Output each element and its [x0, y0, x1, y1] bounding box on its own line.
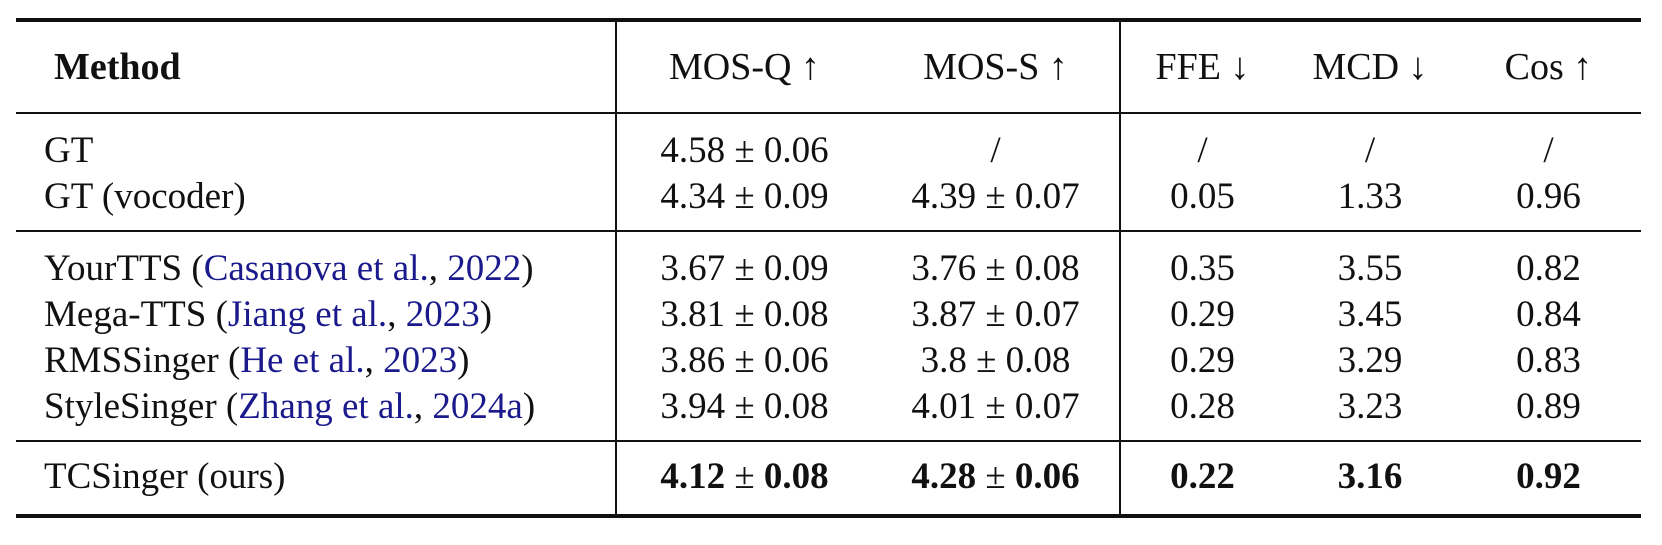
mos-s-value: 4.01 ± 0.07 — [872, 384, 1121, 442]
citation-close: ) — [521, 248, 534, 289]
model-name: Mega-TTS ( — [44, 294, 228, 335]
citation-authors: Casanova et al. — [203, 248, 429, 289]
model-name: RMSSinger ( — [44, 340, 241, 381]
mos-q-value: 3.94 ± 0.08 — [616, 384, 872, 442]
results-table-container: Method MOS-Q ↑ MOS-S ↑ FFE ↓ MCD ↓ Cos ↑… — [16, 18, 1641, 518]
mcd-value: 3.23 — [1284, 384, 1456, 442]
method-name: GT (vocoder) — [16, 174, 617, 232]
table-row: GT (vocoder) 4.34 ± 0.09 4.39 ± 0.07 0.0… — [16, 174, 1641, 232]
mos-q-value: 3.81 ± 0.08 — [660, 294, 829, 335]
mcd-value: 3.16 — [1284, 441, 1456, 518]
mos-s-value: 4.28 ± 0.06 — [872, 441, 1121, 518]
citation-year-link[interactable]: 2023 — [383, 340, 457, 381]
mos-q-value: 3.67 ± 0.09 — [660, 248, 829, 289]
citation-year-link[interactable]: 2024a — [432, 386, 522, 427]
method-name: RMSSinger (He et al., 2023) — [16, 338, 617, 384]
ffe-value: 0.29 — [1170, 294, 1235, 335]
header-ffe: FFE ↓ — [1120, 18, 1284, 114]
results-table: Method MOS-Q ↑ MOS-S ↑ FFE ↓ MCD ↓ Cos ↑… — [16, 18, 1641, 518]
mos-s-std: 0.06 — [1014, 456, 1080, 497]
citation-year: 2023 — [405, 294, 480, 335]
model-name: YourTTS ( — [44, 248, 204, 289]
cos-value: 0.96 — [1456, 174, 1641, 232]
model-name: StyleSinger ( — [44, 386, 239, 427]
mos-s-value: 3.76 ± 0.08 — [872, 231, 1121, 292]
ffe-value: 0.22 — [1120, 441, 1284, 518]
table-row: GT 4.58 ± 0.06 / / / / — [16, 113, 1641, 174]
table-row-ours: TCSinger (ours) 4.12 ± 0.08 4.28 ± 0.06 … — [16, 441, 1641, 518]
table-row: StyleSinger (Zhang et al., 2024a) 3.94 ±… — [16, 384, 1641, 442]
citation-separator: , — [428, 248, 448, 289]
mcd-value: 3.29 — [1337, 340, 1403, 381]
citation-separator: , — [413, 386, 433, 427]
citation-separator: , — [364, 340, 384, 381]
cos-value: 0.84 — [1516, 294, 1581, 335]
citation-authors: Zhang et al. — [238, 386, 414, 427]
citation-link[interactable]: Casanova et al. — [204, 248, 429, 289]
mos-q-value: 4.12 ± 0.08 — [616, 441, 872, 518]
method-name: GT — [16, 113, 617, 174]
citation-close: ) — [457, 340, 470, 381]
ffe-value: 0.29 — [1170, 340, 1235, 381]
mcd-value: 1.33 — [1284, 174, 1456, 232]
ffe-value: / — [1197, 130, 1208, 171]
mcd-value: / — [1364, 130, 1376, 171]
cos-value: 0.92 — [1456, 441, 1641, 518]
citation-year: 2023 — [383, 340, 458, 381]
citation-year: 2024a — [432, 386, 523, 427]
citation-link[interactable]: Jiang et al. — [228, 294, 387, 335]
mcd-value: 3.55 — [1337, 248, 1403, 289]
citation-year-link[interactable]: 2022 — [447, 248, 521, 289]
mcd-value: 3.45 — [1337, 294, 1403, 335]
ffe-value: 0.35 — [1170, 248, 1235, 289]
ffe-value: 0.28 — [1120, 384, 1284, 442]
table-row: YourTTS (Casanova et al., 2022) 3.67 ± 0… — [16, 231, 1641, 292]
mos-q-value: 4.34 ± 0.09 — [616, 174, 872, 232]
method-name: StyleSinger (Zhang et al., 2024a) — [16, 384, 617, 442]
method-name: YourTTS (Casanova et al., 2022) — [16, 231, 617, 292]
mos-q-value: 4.58 ± 0.06 — [660, 130, 829, 171]
mos-s-mean: 4.28 — [911, 456, 977, 497]
table-row: Mega-TTS (Jiang et al., 2023) 3.81 ± 0.0… — [16, 292, 1641, 338]
mos-s-value: 3.87 ± 0.07 — [872, 292, 1121, 338]
ffe-value: 0.05 — [1120, 174, 1284, 232]
cos-value: 0.83 — [1516, 340, 1581, 381]
method-name: TCSinger (ours) — [16, 441, 617, 518]
plus-minus: ± — [976, 456, 1015, 497]
mos-s-value: / — [872, 113, 1121, 174]
citation-authors: He et al. — [240, 340, 365, 381]
citation-close: ) — [479, 294, 493, 335]
header-row: Method MOS-Q ↑ MOS-S ↑ FFE ↓ MCD ↓ Cos ↑ — [16, 18, 1641, 114]
citation-close: ) — [522, 386, 536, 427]
plus-minus: ± — [725, 456, 764, 497]
header-mos-q: MOS-Q ↑ — [616, 18, 872, 114]
mos-s-value: 4.39 ± 0.07 — [872, 174, 1121, 232]
header-mos-s: MOS-S ↑ — [872, 18, 1121, 114]
mos-q-std: 0.08 — [763, 456, 829, 497]
citation-link[interactable]: He et al. — [240, 340, 364, 381]
mos-q-value: 3.86 ± 0.06 — [660, 340, 829, 381]
cos-value: / — [1543, 130, 1554, 171]
citation-year: 2022 — [447, 248, 522, 289]
citation-authors: Jiang et al. — [227, 294, 388, 335]
mos-q-mean: 4.12 — [660, 456, 726, 497]
header-mcd: MCD ↓ — [1284, 18, 1456, 114]
citation-separator: , — [387, 294, 406, 335]
header-cos: Cos ↑ — [1456, 18, 1641, 114]
header-method: Method — [16, 18, 617, 114]
mos-s-value: 3.8 ± 0.08 — [872, 338, 1121, 384]
cos-value: 0.82 — [1516, 248, 1581, 289]
method-name: Mega-TTS (Jiang et al., 2023) — [16, 292, 617, 338]
citation-year-link[interactable]: 2023 — [406, 294, 480, 335]
citation-link[interactable]: Zhang et al. — [238, 386, 414, 427]
cos-value: 0.89 — [1456, 384, 1641, 442]
table-row: RMSSinger (He et al., 2023) 3.86 ± 0.06 … — [16, 338, 1641, 384]
